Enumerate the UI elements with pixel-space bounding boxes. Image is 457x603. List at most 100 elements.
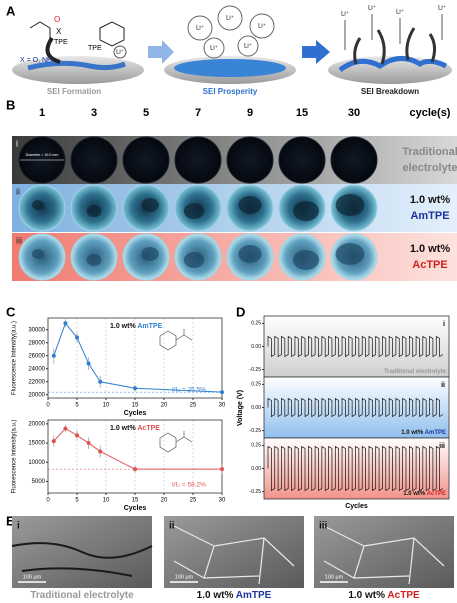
y-axis-label: Fluorescence Intensity(a.u.) bbox=[12, 419, 18, 493]
molecule-icon bbox=[159, 329, 193, 351]
crack-pattern bbox=[11, 542, 153, 577]
row-numeral: iii bbox=[16, 235, 22, 245]
label-part: AcTPE bbox=[387, 590, 420, 601]
x-axis-label: Cycles bbox=[124, 505, 147, 512]
cycles-title: cycle(s) bbox=[410, 107, 451, 119]
label: 1.0 wt% AmTPE bbox=[197, 590, 272, 601]
plot-frame bbox=[47, 419, 223, 494]
series-line bbox=[53, 322, 223, 393]
stage-label: SEI Breakdown bbox=[361, 87, 419, 96]
panel-label: D bbox=[236, 304, 245, 319]
ratio-label: I/I₀ = 58.2% bbox=[172, 482, 206, 489]
ion-label: Li⁺ bbox=[226, 15, 234, 22]
molecule-ring bbox=[99, 21, 125, 47]
voltage-trace bbox=[267, 397, 444, 418]
x-tick-label: 25 bbox=[190, 498, 197, 504]
panel-a: A O X TPE TPE X = O, NH SEI Formation SE… bbox=[6, 3, 452, 96]
x-tick-label: 25 bbox=[190, 403, 197, 409]
label: 1.0 wt% AmTPE bbox=[110, 323, 163, 330]
cycle-label: 15 bbox=[296, 107, 308, 119]
molecule bbox=[29, 21, 51, 38]
crack-pattern bbox=[323, 525, 445, 585]
x-tick-label: 10 bbox=[103, 498, 110, 504]
x-tick-label: 15 bbox=[132, 403, 139, 409]
x-tick-label: 30 bbox=[219, 498, 226, 504]
y-tick-label: 10000 bbox=[28, 460, 45, 466]
definition: X = O, NH bbox=[20, 57, 52, 64]
label: Traditional electrolyte bbox=[30, 590, 134, 601]
y-axis-label: Fluorescence Intensity(a.u.) bbox=[12, 321, 18, 395]
sei-patch bbox=[183, 252, 205, 268]
x-tick-label: 10 bbox=[103, 403, 110, 409]
data-point bbox=[51, 439, 56, 444]
diameter-label: Diameter = 15.0 mm bbox=[26, 153, 59, 157]
electrode-image bbox=[174, 136, 222, 184]
y-tick-label: 0.25 bbox=[251, 443, 261, 449]
ion-label: Li⁺ bbox=[210, 45, 218, 52]
x-axis-label: Cycles bbox=[345, 503, 368, 510]
label-part: Traditional electrolyte bbox=[30, 590, 134, 601]
data-point bbox=[75, 335, 79, 340]
row-numeral: i bbox=[16, 138, 18, 148]
x-tick-label: 15 bbox=[132, 498, 139, 504]
label-part: AmTPE bbox=[137, 323, 162, 330]
panel-label: C bbox=[6, 304, 16, 319]
y-tick-label: 0.00 bbox=[251, 466, 261, 472]
data-point bbox=[86, 441, 91, 446]
y-tick-label: 20000 bbox=[28, 392, 45, 398]
subplot-numeral: iii bbox=[439, 443, 445, 450]
stage-label: SEI Prosperity bbox=[203, 87, 258, 96]
cycle-label: 1 bbox=[39, 107, 45, 119]
y-tick-label: 28000 bbox=[28, 340, 45, 346]
sei-patch bbox=[86, 254, 102, 266]
atom-label: X bbox=[56, 27, 62, 36]
image-numeral: i bbox=[17, 521, 20, 532]
x-tick-label: 5 bbox=[75, 498, 79, 504]
data-point bbox=[63, 321, 68, 326]
label-part: 1.0 wt% bbox=[110, 323, 137, 330]
x-tick-label: 20 bbox=[161, 498, 168, 504]
transition-arrow bbox=[148, 40, 174, 64]
y-tick-label: -0.25 bbox=[250, 489, 262, 495]
label-part: AcTPE bbox=[427, 491, 446, 497]
data-point bbox=[75, 433, 79, 438]
sei-layer bbox=[27, 60, 126, 71]
electrode-image bbox=[330, 136, 378, 184]
cycle-label: 3 bbox=[91, 107, 97, 119]
label: 1.0 wt% AcTPE bbox=[348, 590, 420, 601]
data-point bbox=[86, 361, 91, 366]
ion-label: Li⁺ bbox=[438, 5, 446, 12]
sei-patch bbox=[335, 194, 365, 216]
ion-label: Li⁺ bbox=[196, 25, 204, 32]
data-point bbox=[133, 467, 137, 472]
data-point bbox=[98, 449, 103, 454]
molecule-icon bbox=[159, 431, 193, 453]
scale-label: 100 μm bbox=[23, 574, 42, 580]
label-part: 1.0 wt% bbox=[348, 590, 387, 601]
label-part: 1.0 wt% bbox=[197, 590, 236, 601]
transition-arrow bbox=[302, 40, 330, 64]
row-label: AcTPE bbox=[412, 259, 447, 271]
series-line bbox=[53, 427, 222, 470]
image-numeral: iii bbox=[319, 521, 328, 532]
y-tick-label: 30000 bbox=[28, 327, 45, 333]
y-tick-label: 0.00 bbox=[251, 344, 261, 350]
y-axis-label: Voltage (V) bbox=[237, 390, 244, 426]
sei-patch bbox=[32, 249, 44, 259]
voltage-trace bbox=[267, 445, 444, 492]
label-part: Traditional electrolyte bbox=[384, 369, 447, 375]
electrode-image bbox=[122, 136, 170, 184]
x-tick-label: 5 bbox=[75, 403, 79, 409]
sei-patch bbox=[238, 245, 262, 263]
label: 1.0 wt% AcTPE bbox=[110, 425, 160, 432]
group-label: TPE bbox=[88, 45, 102, 52]
label: 1.0 wt% AmTPE bbox=[401, 430, 446, 436]
row-numeral: ii bbox=[16, 186, 20, 196]
row-label: 1.0 wt% bbox=[410, 243, 451, 255]
row-label: 1.0 wt% bbox=[410, 194, 451, 206]
row-label: AmTPE bbox=[410, 210, 449, 222]
x-tick-label: 20 bbox=[161, 403, 168, 409]
ion-label: Li⁺ bbox=[396, 9, 404, 16]
label: Traditional electrolyte bbox=[384, 369, 447, 375]
